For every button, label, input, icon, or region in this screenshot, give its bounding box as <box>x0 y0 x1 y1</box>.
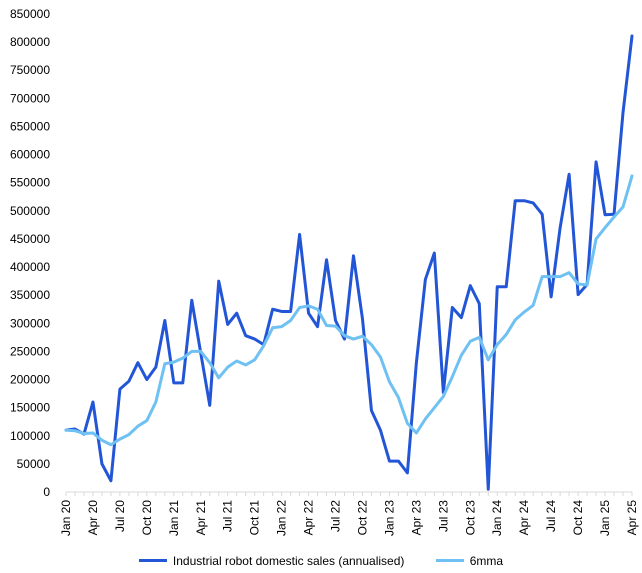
x-tick-label: Apr 24 <box>517 500 531 536</box>
legend-item-sales: Industrial robot domestic sales (annuali… <box>138 553 405 568</box>
x-tick-label: Apr 23 <box>409 500 423 536</box>
x-tick-label: Oct 20 <box>140 500 154 536</box>
legend-swatch-6mma <box>435 559 464 562</box>
y-tick-label: 750000 <box>10 63 50 77</box>
x-tick-label: Jan 25 <box>598 500 612 536</box>
y-tick-label: 200000 <box>10 373 50 387</box>
y-tick-label: 550000 <box>10 176 50 190</box>
legend-label-6mma: 6mma <box>469 553 504 568</box>
y-tick-label: 450000 <box>10 232 50 246</box>
y-tick-label: 0 <box>43 485 50 499</box>
x-tick-label: Apr 25 <box>625 500 639 536</box>
y-tick-label: 600000 <box>10 148 50 162</box>
y-tick-label: 850000 <box>10 7 50 21</box>
x-tick-label: Jul 21 <box>221 500 235 532</box>
y-tick-label: 150000 <box>10 401 50 415</box>
x-tick-label: Apr 22 <box>302 500 316 536</box>
y-axis: 0 50000 100000 150000 200000 250000 300000 3500… <box>10 7 50 499</box>
series-layer <box>64 34 634 491</box>
y-tick-label: 300000 <box>10 316 50 330</box>
x-tick-label: Jul 24 <box>544 500 558 532</box>
legend: Industrial robot domestic sales (annuali… <box>0 551 642 568</box>
x-tick-label: Jan 20 <box>59 500 73 536</box>
x-tick-label: Oct 23 <box>463 500 477 536</box>
x-tick-label: Apr 21 <box>194 500 208 536</box>
y-tick-label: 800000 <box>10 35 50 49</box>
x-tick-label: Jan 22 <box>275 500 289 536</box>
x-tick-label: Oct 21 <box>248 500 262 536</box>
y-tick-label: 700000 <box>10 91 50 105</box>
y-tick-label: 650000 <box>10 119 50 133</box>
y-tick-label: 400000 <box>10 260 50 274</box>
y-tick-label: 250000 <box>10 344 50 358</box>
x-tick-label: Jul 22 <box>329 500 343 532</box>
x-tick-label: Oct 22 <box>355 500 369 536</box>
x-tick-label: Jul 20 <box>113 500 127 532</box>
legend-item-6mma: 6mma <box>435 553 504 568</box>
y-tick-label: 350000 <box>10 288 50 302</box>
y-tick-label: 50000 <box>17 457 51 471</box>
y-tick-label: 500000 <box>10 204 50 218</box>
legend-swatch-sales <box>138 559 167 562</box>
x-tick-label: Apr 20 <box>86 500 100 536</box>
x-tick-label: Jan 23 <box>382 500 396 536</box>
series-line-6mma <box>64 174 634 447</box>
x-tick-label: Jan 24 <box>490 500 504 536</box>
x-tick-label: Jan 21 <box>167 500 181 536</box>
x-tick-label: Jul 23 <box>436 500 450 532</box>
y-tick-label: 100000 <box>10 429 50 443</box>
legend-label-sales: Industrial robot domestic sales (annuali… <box>172 553 405 568</box>
x-axis: Jan 20 Apr 20 Jul 20 Oct 20 Jan 21 Apr 21 Jul … <box>59 491 639 536</box>
series-line-sales <box>64 34 634 491</box>
x-tick-label: Oct 24 <box>571 500 585 536</box>
